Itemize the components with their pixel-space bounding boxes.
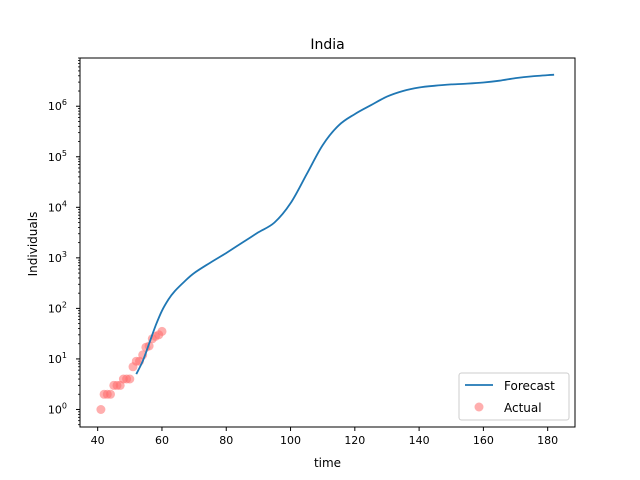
actual-point [96, 405, 106, 414]
x-tick-label: 160 [473, 434, 494, 447]
legend-actual-swatch [474, 402, 484, 412]
x-tick-label: 40 [91, 434, 105, 447]
legend: Forecast Actual [458, 372, 570, 421]
x-tick-label: 80 [219, 434, 233, 447]
x-axis-label: time [314, 456, 341, 470]
x-tick-label: 180 [537, 434, 558, 447]
plot-marks [96, 73, 555, 414]
y-ticks: 100 101 102 103 104 105 106 [48, 57, 80, 426]
actual-point [106, 389, 115, 399]
y-tick-label: 103 [48, 250, 67, 265]
y-axis-label: Individuals [26, 212, 40, 277]
legend-actual-label: Actual [504, 401, 542, 415]
x-tick-label: 100 [280, 434, 301, 447]
forecast-line [135, 73, 555, 375]
axes-frame [79, 57, 576, 428]
y-tick-label: 105 [48, 149, 67, 164]
actual-point [125, 374, 135, 384]
y-tick-label: 106 [48, 98, 67, 113]
y-tick-label: 102 [48, 300, 67, 315]
legend-forecast-label: Forecast [504, 379, 555, 393]
x-tick-label: 140 [409, 434, 430, 447]
chart-title: India [310, 37, 344, 53]
y-tick-label: 104 [48, 199, 67, 214]
x-tick-label: 60 [155, 434, 169, 447]
x-tick-label: 120 [344, 434, 365, 447]
y-tick-label: 100 [48, 401, 67, 416]
actual-point [157, 326, 167, 336]
x-ticks: 40 60 80 100 120 140 160 180 [91, 427, 558, 447]
y-tick-label: 101 [48, 351, 67, 366]
